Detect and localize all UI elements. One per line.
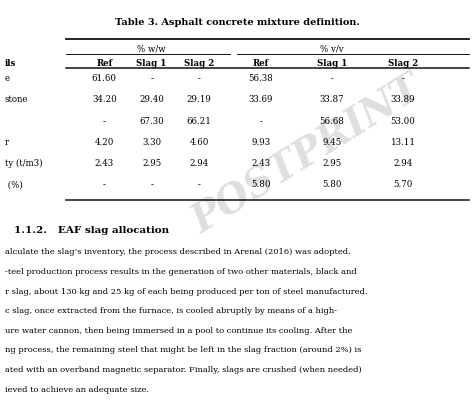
Text: ng process, the remaining steel that might be left in the slag fraction (around : ng process, the remaining steel that mig… — [5, 346, 361, 355]
Text: Slag 2: Slag 2 — [184, 59, 214, 68]
Text: 34.20: 34.20 — [92, 95, 117, 104]
Text: 2.95: 2.95 — [322, 159, 341, 168]
Text: r slag, about 130 kg and 25 kg of each being produced per ton of steel manufactu: r slag, about 130 kg and 25 kg of each b… — [5, 288, 367, 296]
Text: -: - — [103, 180, 106, 189]
Text: c slag, once extracted from the furnace, is cooled abruptly by means of a high-: c slag, once extracted from the furnace,… — [5, 307, 337, 315]
Text: Table 3. Asphalt concrete mixture definition.: Table 3. Asphalt concrete mixture defini… — [115, 18, 359, 27]
Text: -: - — [198, 74, 201, 83]
Text: -: - — [198, 180, 201, 189]
Text: -: - — [150, 180, 153, 189]
Text: 33.69: 33.69 — [248, 95, 273, 104]
Text: Ref: Ref — [96, 59, 112, 68]
Text: 66.21: 66.21 — [187, 117, 211, 126]
Text: alculate the slag’s inventory, the process described in Arenal (2016) was adopte: alculate the slag’s inventory, the proce… — [5, 248, 350, 257]
Text: -: - — [103, 117, 106, 126]
Text: 5.70: 5.70 — [393, 180, 412, 189]
Text: 56.38: 56.38 — [248, 74, 273, 83]
Text: 9.93: 9.93 — [251, 138, 270, 147]
Text: (%): (%) — [5, 180, 23, 189]
Text: r: r — [5, 138, 9, 147]
Text: 2.43: 2.43 — [95, 159, 114, 168]
Text: Slag 1: Slag 1 — [317, 59, 347, 68]
Text: 61.60: 61.60 — [92, 74, 117, 83]
Text: Slag 1: Slag 1 — [137, 59, 167, 68]
Text: ils: ils — [5, 59, 16, 68]
Text: POSTPRINT: POSTPRINT — [186, 69, 430, 241]
Text: 29.40: 29.40 — [139, 95, 164, 104]
Text: 13.11: 13.11 — [391, 138, 415, 147]
Text: 4.20: 4.20 — [95, 138, 114, 147]
Text: 2.43: 2.43 — [251, 159, 270, 168]
Text: ty (t/m3): ty (t/m3) — [5, 159, 42, 168]
Text: -: - — [330, 74, 333, 83]
Text: 2.94: 2.94 — [190, 159, 209, 168]
Text: 56.68: 56.68 — [319, 117, 344, 126]
Text: ieved to achieve an adequate size.: ieved to achieve an adequate size. — [5, 386, 149, 394]
Text: 2.95: 2.95 — [142, 159, 161, 168]
Text: -: - — [259, 117, 262, 126]
Text: Ref: Ref — [253, 59, 269, 68]
Text: ated with an overband magnetic separator. Finally, slags are crushed (when neede: ated with an overband magnetic separator… — [5, 366, 362, 374]
Text: -: - — [150, 74, 153, 83]
Text: 3.30: 3.30 — [142, 138, 161, 147]
Text: 33.87: 33.87 — [319, 95, 344, 104]
Text: 9.45: 9.45 — [322, 138, 341, 147]
Text: % v/v: % v/v — [320, 45, 344, 54]
Text: 4.60: 4.60 — [190, 138, 209, 147]
Text: 2.94: 2.94 — [393, 159, 412, 168]
Text: Slag 2: Slag 2 — [388, 59, 418, 68]
Text: % w/w: % w/w — [137, 45, 166, 54]
Text: 33.89: 33.89 — [391, 95, 415, 104]
Text: ure water cannon, then being immersed in a pool to continue its cooling. After t: ure water cannon, then being immersed in… — [5, 327, 352, 335]
Text: 5.80: 5.80 — [251, 180, 271, 189]
Text: 1.1.2.   EAF slag allocation: 1.1.2. EAF slag allocation — [14, 226, 169, 235]
Text: stone: stone — [5, 95, 28, 104]
Text: 5.80: 5.80 — [322, 180, 342, 189]
Text: 67.30: 67.30 — [139, 117, 164, 126]
Text: 29.19: 29.19 — [187, 95, 211, 104]
Text: -: - — [401, 74, 404, 83]
Text: 53.00: 53.00 — [391, 117, 415, 126]
Text: -teel production process results in the generation of two other materials, black: -teel production process results in the … — [5, 268, 356, 276]
Text: e: e — [5, 74, 10, 83]
